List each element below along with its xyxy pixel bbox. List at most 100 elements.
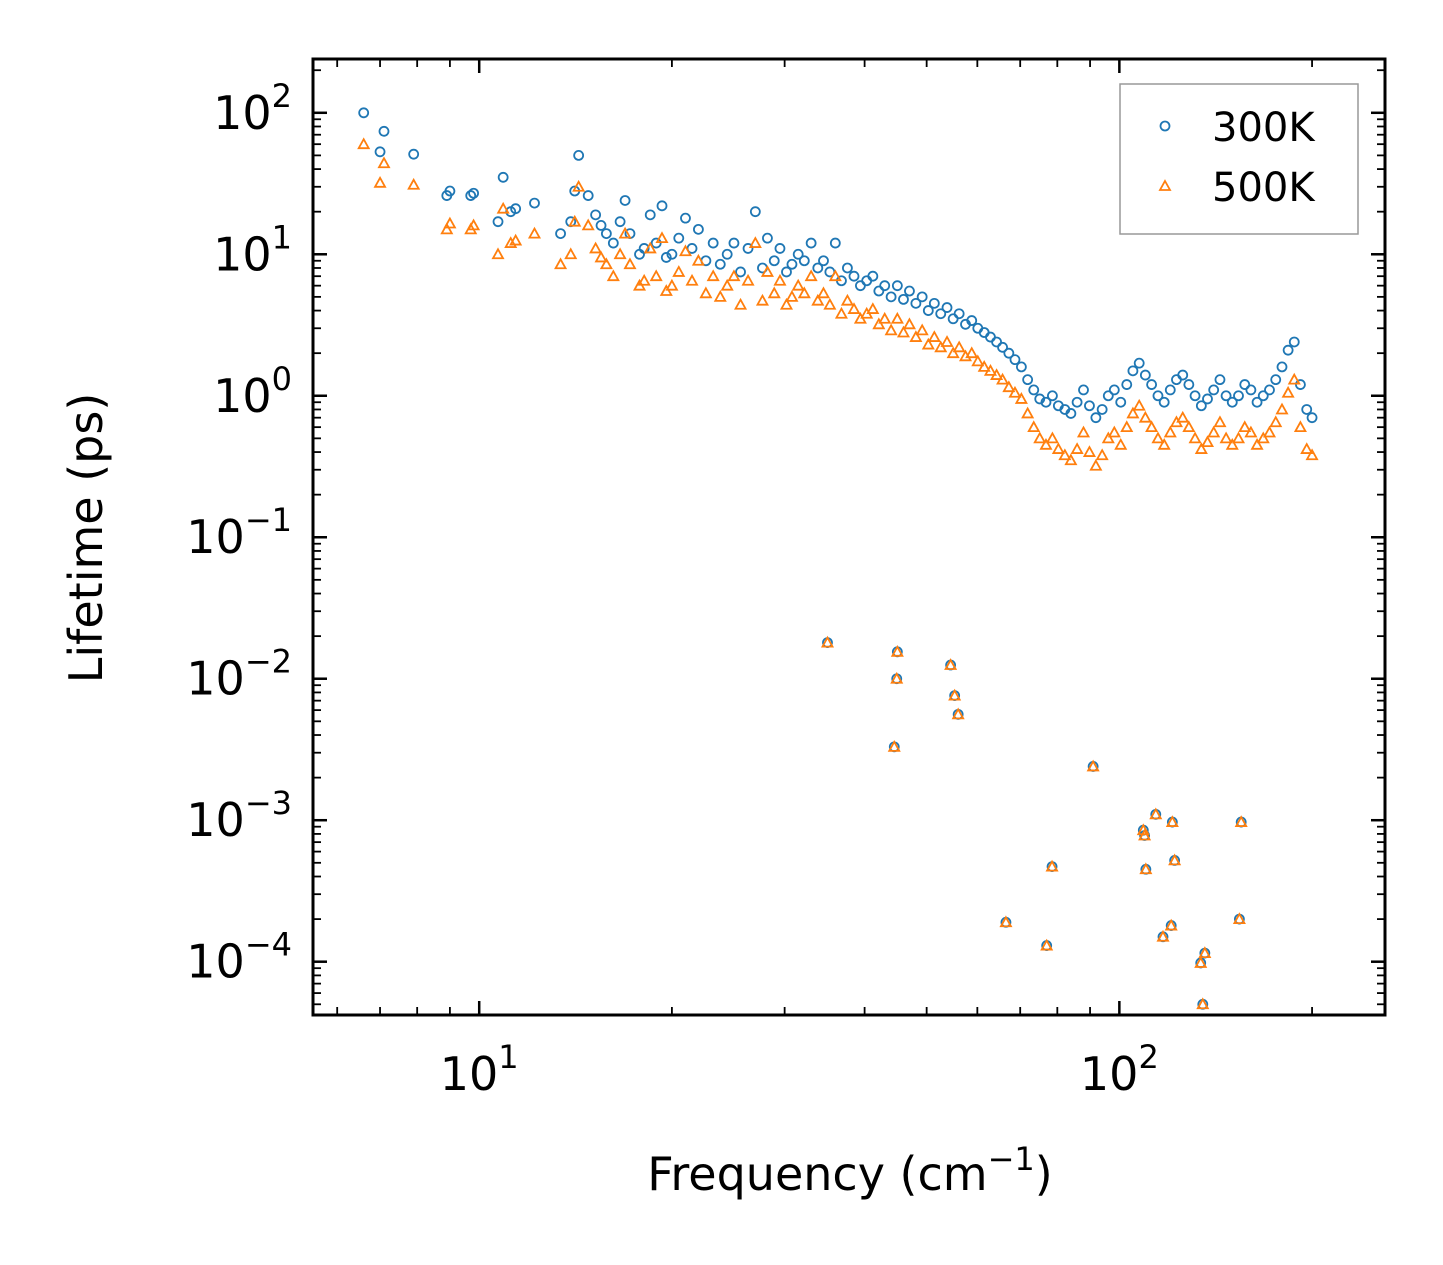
point-500k — [589, 241, 603, 254]
point-500k-outliers — [1138, 828, 1152, 841]
point-300k — [728, 237, 740, 249]
point-300k — [1226, 396, 1238, 408]
point-300k — [768, 255, 780, 267]
point-500k — [727, 269, 741, 282]
point-500k — [599, 257, 613, 270]
point-500k — [840, 293, 854, 306]
point-500k-outliers — [1232, 912, 1246, 925]
point-300k — [786, 258, 798, 270]
point-500k — [847, 302, 861, 314]
point-300k — [1276, 361, 1288, 373]
point-300k — [953, 308, 965, 320]
point-500k — [1114, 437, 1128, 450]
point-300k — [1239, 379, 1251, 390]
plot-frame — [311, 57, 1387, 1017]
point-300k — [774, 243, 786, 254]
point-300k — [829, 237, 841, 249]
point-300k — [749, 206, 761, 218]
point-500k-outliers — [999, 915, 1013, 928]
point-500k-outliers — [1045, 859, 1059, 872]
point-500k — [649, 269, 663, 282]
point-500k — [699, 286, 713, 299]
point-300k — [735, 266, 746, 278]
point-500k — [509, 233, 523, 246]
point-300k — [1028, 384, 1040, 396]
point-500k — [1145, 420, 1159, 433]
point-500k — [407, 177, 421, 190]
point-300k — [1202, 393, 1213, 405]
point-500k — [1275, 402, 1289, 415]
point-500k — [890, 311, 904, 324]
point-300k — [792, 248, 804, 260]
point-500k-outliers — [1149, 807, 1163, 820]
point-300k — [374, 146, 386, 158]
point-300k — [1183, 379, 1195, 390]
point-300k — [1189, 390, 1201, 402]
point-500k-outliers — [1194, 956, 1208, 968]
point-500k-outliers — [820, 635, 835, 648]
point-500k — [952, 340, 966, 353]
point-300k — [928, 297, 940, 309]
point-500k — [866, 302, 880, 314]
point-500k-outliers — [1164, 918, 1178, 931]
point-300k — [693, 223, 704, 235]
point-500k — [613, 247, 627, 260]
point-300k — [1177, 369, 1189, 381]
point-500k — [921, 337, 935, 350]
point-300k — [1003, 347, 1015, 359]
point-500k — [1027, 420, 1041, 433]
y-tick-base: 10 — [186, 652, 245, 706]
point-500k-outliers — [944, 658, 958, 670]
point-300k — [1301, 404, 1313, 415]
y-tick-label: 10−1 — [186, 501, 292, 564]
point-500k — [990, 368, 1004, 380]
point-300k — [781, 266, 792, 278]
point-500k — [568, 214, 582, 227]
point-500k-outliers — [1234, 815, 1248, 827]
point-500k — [791, 278, 805, 291]
x-tick-exp: 1 — [498, 1038, 518, 1076]
point-500k — [755, 293, 769, 306]
y-axis-label: Lifetime (ps) — [59, 393, 113, 684]
point-300k — [798, 255, 810, 267]
point-300k — [1288, 336, 1300, 348]
point-300k — [607, 237, 619, 249]
point-500k — [373, 175, 387, 188]
point-500k — [655, 231, 669, 244]
point-500k — [779, 297, 794, 310]
point-300k — [873, 285, 885, 297]
point-300k — [1251, 396, 1263, 408]
y-tick-exp: 1 — [272, 218, 292, 256]
point-300k — [1264, 384, 1275, 396]
point-500k-outliers — [951, 707, 965, 720]
point-300k — [904, 285, 915, 297]
point-500k — [1021, 406, 1035, 419]
point-500k-outliers — [948, 688, 962, 701]
point-500k-outliers — [1196, 997, 1210, 1010]
point-300k — [1065, 408, 1077, 419]
point-500k — [940, 335, 954, 347]
point-500k — [741, 273, 755, 286]
point-500k — [946, 346, 960, 359]
x-tick-exp: 2 — [1138, 1038, 1158, 1076]
point-300k — [1152, 390, 1164, 402]
point-500k — [1305, 448, 1319, 461]
point-300k — [1127, 365, 1139, 377]
point-500k-outliers — [890, 671, 904, 684]
point-300k — [529, 197, 540, 209]
point-500k — [1157, 437, 1171, 450]
point-300k — [1121, 379, 1133, 390]
point-500k-outliers — [1198, 946, 1212, 959]
legend: 300K 500K — [1119, 83, 1359, 235]
point-500k — [713, 290, 727, 302]
point-500k-outliers — [890, 644, 904, 657]
point-500k — [804, 269, 818, 282]
point-300k — [941, 302, 953, 313]
point-300k — [910, 297, 922, 309]
point-500k — [440, 222, 454, 235]
point-300k — [680, 212, 691, 224]
data-points — [357, 107, 1319, 1010]
point-300k — [1022, 374, 1034, 386]
point-300k — [1015, 361, 1027, 373]
